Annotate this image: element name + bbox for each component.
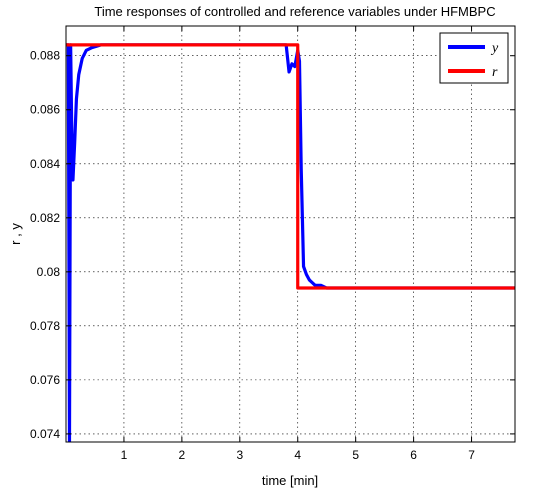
legend-label-y: y <box>490 41 499 56</box>
y-tick-label: 0.076 <box>30 373 60 387</box>
y-tick-label: 0.084 <box>30 157 60 171</box>
y-tick-label: 0.082 <box>30 211 60 225</box>
y-tick-label: 0.088 <box>30 49 60 63</box>
x-tick-label: 4 <box>294 448 301 462</box>
x-tick-label: 5 <box>352 448 359 462</box>
legend-label-r: r <box>492 65 498 80</box>
y-tick-label: 0.08 <box>37 265 61 279</box>
series-line-y <box>66 43 515 442</box>
legend: y r <box>439 32 509 84</box>
grid-layer <box>66 26 515 442</box>
chart-title: Time responses of controlled and referen… <box>94 4 495 19</box>
x-tick-label: 3 <box>236 448 243 462</box>
series-layer <box>66 43 515 442</box>
plot-area-frame <box>65 25 516 443</box>
series-line-r <box>66 43 515 290</box>
x-tick-label: 1 <box>121 448 128 462</box>
tick-layer: 1 2 3 4 5 6 7 0.074 0.076 0.078 0.08 0.082 0.084 0.08… <box>30 26 515 462</box>
y-tick-label: 0.086 <box>30 103 60 117</box>
x-tick-label: 7 <box>468 448 475 462</box>
x-tick-label: 6 <box>410 448 417 462</box>
legend-box <box>439 32 509 84</box>
y-tick-label: 0.074 <box>30 427 60 441</box>
x-axis-label: time [min] <box>262 473 318 488</box>
y-tick-label: 0.078 <box>30 319 60 333</box>
y-axis-label: r , y <box>8 223 23 245</box>
x-tick-label: 2 <box>179 448 186 462</box>
